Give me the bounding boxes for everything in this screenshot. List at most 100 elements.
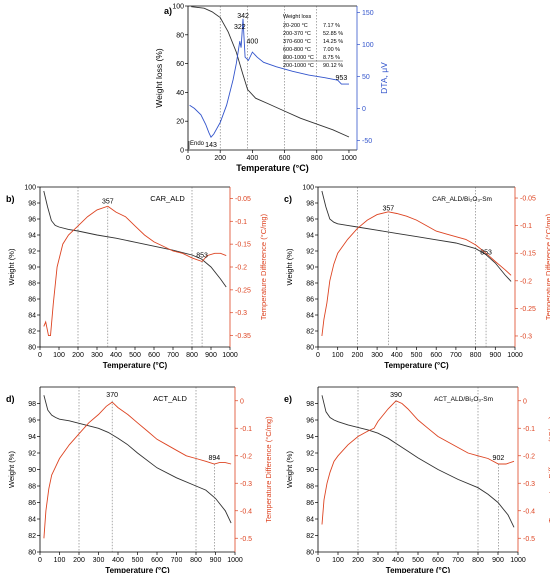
panel-label: e) bbox=[284, 394, 292, 404]
weight-curve bbox=[43, 190, 227, 288]
x-tick-label: 100 bbox=[54, 557, 66, 564]
y-left-tick-label: 80 bbox=[306, 550, 314, 557]
peak-label: 902 bbox=[493, 455, 505, 462]
y-left-tick-label: 80 bbox=[306, 345, 314, 352]
y-left-tick-label: 90 bbox=[306, 467, 314, 474]
y-left-axis-title: Weight (%) bbox=[7, 248, 16, 285]
x-tick-label: 400 bbox=[392, 557, 404, 564]
y-left-tick-label: 88 bbox=[306, 281, 314, 288]
peak-label: 370 bbox=[106, 392, 118, 399]
x-tick-label: 600 bbox=[432, 557, 444, 564]
y-left-axis-title: Weight loss (%) bbox=[154, 48, 164, 108]
panel-b: 0 100 200 300 400 500 600 700 800 900 1000 80 82 84 86… bbox=[6, 185, 268, 371]
y-left-tick-label: 92 bbox=[28, 451, 36, 458]
x-tick-label: 100 bbox=[332, 557, 344, 564]
sample-label: ACT_ALD bbox=[153, 394, 187, 403]
y-right-tick-label: -0.3 bbox=[235, 310, 247, 317]
peak-label: 953 bbox=[336, 75, 348, 82]
x-tick-label: 300 bbox=[91, 352, 103, 359]
y-left-tick-label: 92 bbox=[306, 451, 314, 458]
y-left-tick-label: 98 bbox=[28, 401, 36, 408]
y-right-tick-label: -0.3 bbox=[523, 481, 535, 488]
y-right-tick-label: -0.2 bbox=[235, 265, 247, 272]
table-value: 7.00 % bbox=[323, 47, 340, 53]
peak-label: 322 bbox=[234, 24, 246, 31]
x-tick-label: 100 bbox=[53, 352, 65, 359]
y-left-tick-label: 88 bbox=[306, 484, 314, 491]
panel-label: c) bbox=[284, 194, 292, 204]
peak-label: 357 bbox=[382, 206, 394, 213]
y-left-tick-label: 100 bbox=[172, 4, 184, 11]
y-right-axis-title: Temperature Difference (°C/mg) bbox=[544, 213, 550, 320]
x-tick-label: 400 bbox=[247, 155, 259, 162]
sample-label: ACT_ALD/Bi₂O₃-Sm bbox=[434, 396, 493, 403]
y-left-axis-title: Weight (%) bbox=[7, 451, 16, 488]
table-value: 14.25 % bbox=[323, 39, 343, 45]
x-tick-label: 300 bbox=[93, 557, 105, 564]
y-left-tick-label: 98 bbox=[306, 201, 314, 208]
y-right-tick-label: -0.4 bbox=[523, 508, 535, 515]
y-left-tick-label: 80 bbox=[28, 345, 36, 352]
x-tick-label: 1000 bbox=[227, 557, 243, 564]
x-tick-label: 100 bbox=[332, 352, 344, 359]
x-axis-title: Temperature (°C) bbox=[105, 566, 170, 573]
peak-label: 357 bbox=[102, 199, 114, 206]
y-right-tick-label: 100 bbox=[362, 42, 374, 49]
panel-label: d) bbox=[6, 394, 15, 404]
x-tick-label: 1000 bbox=[507, 352, 523, 359]
y-left-tick-label: 84 bbox=[306, 517, 314, 524]
y-right-tick-label: 0 bbox=[523, 398, 527, 405]
dta-curve bbox=[43, 401, 232, 539]
y-left-axis-title: Weight (%) bbox=[285, 248, 294, 285]
table-range: 800-1000 °C bbox=[283, 55, 314, 61]
table-range: 200-1000 °C bbox=[283, 63, 314, 69]
y-left-axis-title: Weight (%) bbox=[285, 451, 294, 488]
x-tick-label: 900 bbox=[205, 352, 217, 359]
peak-label: 390 bbox=[390, 392, 402, 399]
y-right-tick-label: -0.25 bbox=[520, 306, 536, 313]
panel-label: b) bbox=[6, 194, 15, 204]
x-tick-label: 0 bbox=[38, 352, 42, 359]
sample-label: CAR_ALD bbox=[150, 194, 185, 203]
x-tick-label: 600 bbox=[279, 155, 291, 162]
x-tick-label: 400 bbox=[391, 352, 403, 359]
y-left-tick-label: 92 bbox=[306, 249, 314, 256]
y-right-axis-title: Temperature Difference (°C/mg) bbox=[264, 416, 273, 523]
x-tick-label: 200 bbox=[352, 352, 364, 359]
table-range: 20-200 °C bbox=[283, 23, 308, 29]
y-left-tick-label: 90 bbox=[306, 265, 314, 272]
y-right-tick-label: -0.2 bbox=[523, 453, 535, 460]
x-tick-label: 800 bbox=[190, 557, 202, 564]
y-right-tick-label: -0.1 bbox=[240, 426, 252, 433]
x-tick-label: 0 bbox=[316, 352, 320, 359]
y-left-tick-label: 0 bbox=[180, 148, 184, 155]
weight-curve bbox=[191, 6, 350, 138]
x-tick-label: 1000 bbox=[341, 155, 357, 162]
x-tick-label: 600 bbox=[148, 352, 160, 359]
table-range: 600-800 °C bbox=[283, 47, 311, 53]
x-tick-label: 700 bbox=[167, 352, 179, 359]
y-right-tick-label: -0.05 bbox=[520, 196, 536, 203]
y-left-tick-label: 84 bbox=[28, 517, 36, 524]
x-tick-label: 900 bbox=[489, 352, 501, 359]
table-value: 7.17 % bbox=[323, 23, 340, 29]
peak-label: 400 bbox=[247, 39, 259, 46]
dta-curve bbox=[43, 205, 227, 337]
y-right-axis-title: DTA, μV bbox=[379, 62, 389, 94]
x-tick-label: 500 bbox=[411, 352, 423, 359]
peak-label: 853 bbox=[196, 253, 208, 260]
x-tick-label: 200 bbox=[72, 352, 84, 359]
x-tick-label: 0 bbox=[38, 557, 42, 564]
y-right-tick-label: -0.2 bbox=[240, 453, 252, 460]
y-left-tick-label: 88 bbox=[28, 281, 36, 288]
y-right-axis-title: Temperature Difference (°C/mg) bbox=[547, 416, 550, 523]
weight-curve bbox=[43, 395, 232, 524]
y-left-tick-label: 86 bbox=[28, 500, 36, 507]
weight-curve bbox=[321, 190, 512, 282]
x-tick-label: 700 bbox=[171, 557, 183, 564]
peak-label: 853 bbox=[480, 250, 492, 257]
y-right-tick-label: 50 bbox=[362, 74, 370, 81]
sample-label: CAR_ALD/Bi₂O₃-Sm bbox=[432, 196, 492, 203]
y-left-tick-label: 20 bbox=[176, 119, 184, 126]
